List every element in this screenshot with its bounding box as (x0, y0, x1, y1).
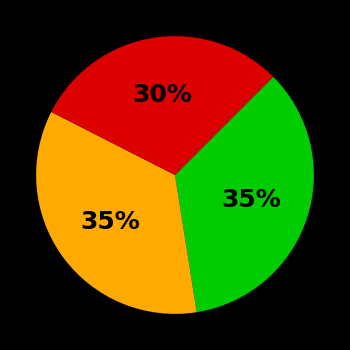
Text: 35%: 35% (222, 188, 281, 212)
Wedge shape (175, 77, 314, 312)
Wedge shape (36, 112, 197, 314)
Wedge shape (51, 36, 273, 175)
Text: 35%: 35% (80, 210, 140, 234)
Text: 30%: 30% (132, 83, 193, 107)
